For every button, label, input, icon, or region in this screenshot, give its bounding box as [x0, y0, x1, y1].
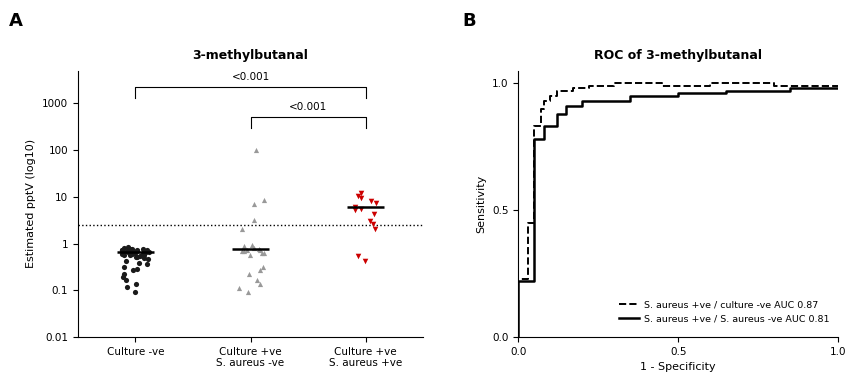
Point: [118, 271, 131, 278]
Text: <0.001: <0.001: [232, 72, 270, 82]
Point: [348, 207, 362, 214]
Point: [351, 252, 365, 259]
Point: [253, 267, 267, 273]
Point: [255, 250, 269, 256]
Point: [116, 274, 130, 280]
Point: [250, 147, 264, 153]
Point: [237, 248, 251, 254]
Text: A: A: [9, 12, 22, 30]
Point: [132, 260, 146, 267]
Point: [130, 266, 143, 272]
Point: [354, 206, 368, 212]
Point: [121, 249, 135, 255]
Point: [240, 247, 254, 253]
Point: [136, 245, 149, 252]
Point: [128, 289, 142, 296]
Point: [248, 201, 262, 207]
Point: [118, 263, 131, 270]
Point: [118, 276, 132, 283]
Point: [128, 250, 142, 256]
Point: [126, 267, 140, 273]
Point: [359, 258, 372, 264]
Point: [370, 200, 384, 206]
Point: [136, 252, 149, 258]
Point: [115, 251, 129, 257]
Point: [125, 246, 139, 252]
Point: [130, 248, 143, 254]
Point: [256, 263, 270, 270]
Point: [129, 280, 143, 287]
Point: [347, 203, 361, 210]
Point: [364, 198, 378, 204]
Point: [354, 195, 368, 201]
Point: [119, 258, 133, 264]
Point: [118, 252, 131, 258]
Point: [257, 250, 270, 256]
Point: [236, 225, 250, 232]
Point: [368, 225, 382, 232]
Point: [129, 254, 143, 260]
Point: [247, 245, 261, 251]
Point: [116, 247, 130, 253]
Point: [252, 246, 266, 252]
Point: [351, 193, 365, 199]
Point: [120, 248, 134, 254]
Point: [253, 247, 267, 253]
Point: [139, 249, 153, 256]
Text: <0.001: <0.001: [289, 102, 327, 112]
Point: [116, 250, 130, 256]
Legend: S. aureus +ve / culture -ve AUC 0.87, S. aureus +ve / S. aureus -ve AUC 0.81: S. aureus +ve / culture -ve AUC 0.87, S.…: [615, 297, 834, 327]
Point: [253, 280, 267, 287]
Point: [243, 252, 257, 258]
Point: [121, 244, 135, 250]
Point: [137, 250, 151, 256]
Point: [117, 245, 130, 251]
Point: [241, 289, 255, 296]
Title: 3-methylbutanal: 3-methylbutanal: [193, 49, 308, 62]
Point: [125, 250, 139, 257]
Y-axis label: Estimated pptV (log10): Estimated pptV (log10): [27, 139, 36, 269]
Point: [364, 218, 378, 224]
Point: [242, 271, 256, 278]
Point: [137, 252, 151, 258]
Point: [137, 255, 151, 261]
Point: [137, 249, 151, 256]
Point: [130, 247, 143, 253]
Point: [367, 211, 381, 218]
Title: ROC of 3-methylbutanal: ROC of 3-methylbutanal: [594, 49, 762, 62]
Point: [137, 248, 151, 254]
Point: [120, 283, 134, 290]
Point: [354, 190, 368, 196]
Point: [123, 246, 137, 252]
Point: [366, 221, 380, 227]
Point: [232, 285, 246, 292]
Point: [257, 197, 270, 203]
Point: [128, 249, 142, 255]
X-axis label: 1 - Specificity: 1 - Specificity: [640, 362, 716, 372]
Point: [142, 256, 156, 262]
Point: [123, 252, 137, 258]
Point: [245, 242, 259, 249]
Point: [140, 247, 154, 253]
Point: [140, 261, 154, 267]
Y-axis label: Sensitivity: Sensitivity: [477, 175, 486, 233]
Point: [237, 243, 251, 249]
Point: [133, 252, 147, 259]
Point: [142, 249, 156, 255]
Point: [236, 248, 250, 254]
Point: [130, 254, 144, 260]
Point: [247, 217, 261, 223]
Point: [250, 276, 264, 283]
Point: [115, 247, 129, 253]
Text: B: B: [462, 12, 476, 30]
